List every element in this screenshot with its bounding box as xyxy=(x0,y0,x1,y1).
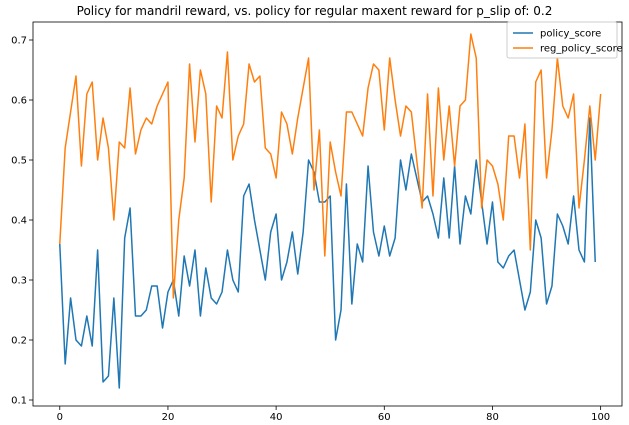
x-tick-label: 0 xyxy=(57,412,63,423)
x-tick-label: 60 xyxy=(378,412,391,423)
legend-box xyxy=(506,21,618,59)
y-tick-label: 0.4 xyxy=(11,216,27,227)
y-tick-label: 0.1 xyxy=(11,396,27,407)
chart-title: Policy for mandril reward, vs. policy fo… xyxy=(76,4,553,18)
y-tick-label: 0.6 xyxy=(11,96,27,107)
x-tick-label: 20 xyxy=(162,412,175,423)
y-tick-label: 0.3 xyxy=(11,276,27,287)
axis-ticks: 0 20 40 60 80 100 0.1 0.2 0.3 0.4 0.5 0.6 0.7 xyxy=(11,36,610,424)
legend: policy_score reg_policy_score xyxy=(506,21,623,59)
y-tick-label: 0.7 xyxy=(11,36,27,47)
plot-area-border xyxy=(32,21,623,407)
series-lines xyxy=(59,33,602,389)
x-tick-label: 80 xyxy=(486,412,499,423)
series-line-policy-score xyxy=(59,117,596,389)
series-line-reg-policy-score xyxy=(59,33,602,299)
plot-frame xyxy=(32,21,623,407)
x-tick-label: 100 xyxy=(591,412,610,423)
y-tick-label: 0.2 xyxy=(11,336,27,347)
x-tick-label: 40 xyxy=(270,412,283,423)
y-tick-label: 0.5 xyxy=(11,156,27,167)
legend-label-policy-score: policy_score xyxy=(540,29,601,40)
legend-label-reg-policy-score: reg_policy_score xyxy=(540,44,623,55)
